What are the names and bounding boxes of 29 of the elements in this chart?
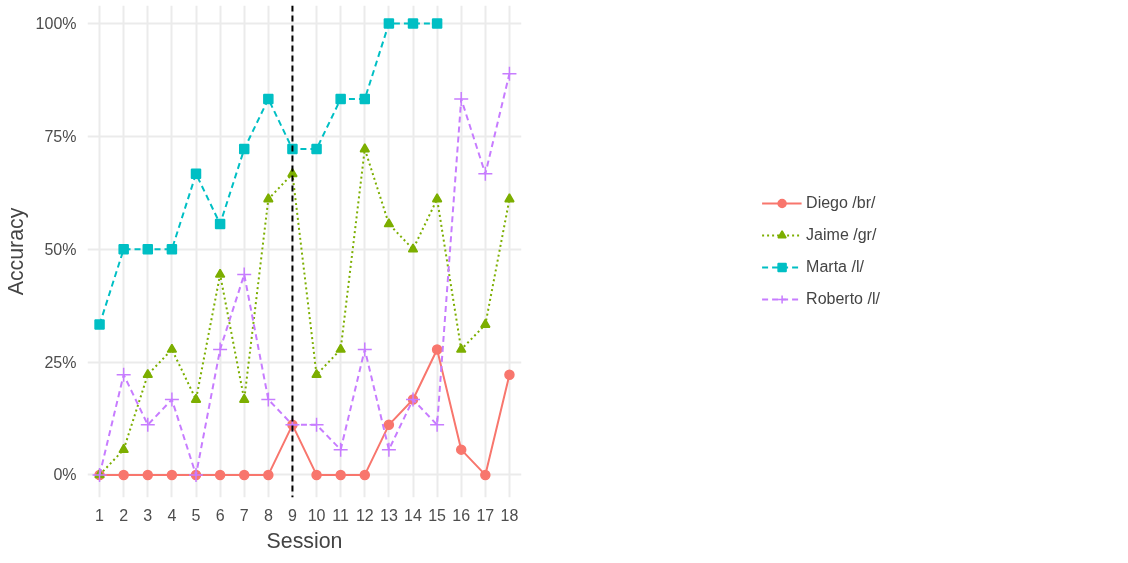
- x-tick-label: 9: [288, 506, 297, 524]
- legend-label: Jaime /gr/: [806, 226, 877, 244]
- x-tick-label: 8: [263, 506, 273, 524]
- x-tick-label: 16: [452, 506, 471, 524]
- x-tick-label: 3: [143, 506, 153, 524]
- x-tick-label: 5: [191, 506, 201, 524]
- y-tick-label: 25%: [44, 353, 77, 371]
- x-tick-label: 6: [215, 506, 225, 524]
- y-tick-label: 50%: [44, 240, 77, 258]
- y-tick-label: 75%: [44, 127, 77, 145]
- legend-label: Marta /l/: [806, 258, 864, 276]
- y-tick-label: 100%: [35, 15, 77, 33]
- x-tick-label: 18: [500, 506, 519, 524]
- x-axis-title: Session: [266, 528, 343, 553]
- x-tick-label: 13: [379, 506, 398, 524]
- x-tick-label: 4: [167, 506, 177, 524]
- x-tick-label: 11: [332, 506, 350, 524]
- x-tick-label: 14: [404, 506, 422, 524]
- y-axis-title: Accuracy: [3, 207, 28, 296]
- y-tick-label: 0%: [53, 466, 77, 484]
- x-tick-label: 2: [119, 506, 129, 524]
- x-tick-label: 7: [239, 506, 249, 524]
- x-tick-label: 10: [307, 506, 326, 524]
- x-tick-label: 17: [476, 506, 495, 524]
- x-tick-label: 1: [95, 506, 105, 524]
- x-tick-label: 12: [355, 506, 374, 524]
- legend-label: Diego /br/: [806, 194, 876, 212]
- x-tick-label: 15: [428, 506, 447, 524]
- legend-label: Roberto /l/: [806, 290, 880, 308]
